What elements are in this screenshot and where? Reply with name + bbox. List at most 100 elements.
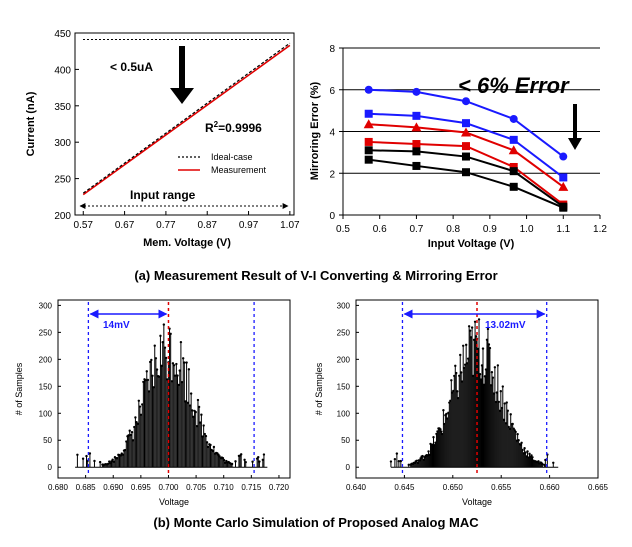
mc1-bar-tip [230, 462, 234, 466]
mc1-bar-tip [136, 422, 139, 426]
mc2-bar-tip [523, 447, 526, 450]
mc2-bar-tip [455, 371, 458, 375]
mc1-bar-tip [185, 361, 188, 364]
mc1-bar-tip [119, 454, 122, 457]
vi-xtick-label: 0.67 [115, 220, 135, 231]
mc2-bar-tip [395, 452, 399, 455]
err-point [461, 97, 470, 106]
mc2-bar-tip [399, 459, 403, 463]
err-point [509, 167, 518, 176]
mc1-lines [87, 302, 255, 476]
vi-ytick-label: 350 [54, 102, 71, 113]
vi-xtick-label: 1.07 [280, 220, 300, 231]
mc2-bar-tip [521, 448, 524, 452]
vi-xtick-label: 0.87 [197, 220, 217, 231]
err-point [363, 119, 374, 129]
mc1-bar-tip [123, 448, 127, 452]
err-xtick-label: 1.2 [593, 224, 607, 235]
mc1-xtick-label: 0.690 [103, 483, 124, 492]
err-point [364, 137, 373, 146]
mc1-bar-tip [197, 405, 201, 409]
err-point [461, 152, 470, 161]
err-error-label: < 6% Error [458, 73, 570, 98]
mc1-bar-tip [239, 453, 243, 456]
mc1-bar-tip [176, 374, 179, 377]
mc2-bar-tip [506, 409, 509, 412]
mc1-bar-tip [243, 458, 246, 462]
mc1-bar-tip [192, 415, 195, 419]
mc1-bar-tip [203, 432, 206, 436]
mc2-plot-frame [355, 299, 599, 479]
mc1-bar-tip [138, 405, 142, 408]
mc1-bar-tip [128, 429, 131, 432]
vi-ticks: 0.57 0.67 0.77 0.87 0.97 1.07 200 250 300 350 400 4… [54, 29, 300, 231]
mc2-bar-tip [454, 364, 457, 368]
mc2-bar-tip [445, 412, 448, 416]
vi-ytick-label: 400 [54, 65, 71, 76]
mc1-bar-tip [76, 453, 79, 456]
mc1-ytick-label: 250 [39, 328, 53, 337]
mc2-ytick-label: 50 [341, 436, 350, 445]
mc2-bar-tip [490, 371, 494, 374]
mc1-bar-tip [187, 368, 191, 371]
mc1-bar-tip [195, 424, 199, 428]
mc1-ytick-label: 100 [39, 409, 53, 418]
vi-plot-frame [74, 32, 295, 216]
mc1-span-label: 14mV [103, 320, 130, 331]
vi-top-label: < 0.5uA [110, 60, 153, 74]
mc1-xtick-label: 0.685 [76, 483, 97, 492]
mc1-bar-tip [125, 440, 128, 443]
mc1-bar-tip [221, 456, 225, 460]
mc2-bar-tip [415, 459, 418, 462]
mc1-bar-tip [145, 370, 148, 373]
mc1-bar-tip [116, 457, 119, 460]
mc1-bar-tip [207, 445, 210, 449]
mc1-bar-tip [244, 460, 247, 464]
mc1-bar-tip [127, 434, 130, 437]
err-point [364, 146, 373, 155]
mc1-bar-tip [141, 403, 144, 406]
mc1-bar-tip [262, 453, 266, 456]
caption-b: (b) Monte Carlo Simulation of Proposed A… [153, 515, 479, 530]
mc2-bar-tip [473, 320, 477, 323]
mc2-bar-tip [487, 343, 491, 346]
err-ytick-label: 0 [329, 211, 335, 222]
err-ytick-label: 8 [329, 44, 335, 55]
err-point [509, 182, 518, 191]
mc1-chart: 0.680 0.685 0.690 0.695 0.700 0.705 0.710 0.715… [14, 299, 291, 507]
mc1-xtick-label: 0.680 [48, 483, 69, 492]
vi-down-arrow [170, 46, 194, 104]
mc1-bar-tip [178, 369, 181, 372]
mc2-bar-tip [407, 463, 410, 467]
mc2-lines [401, 302, 548, 476]
mc1-bar-tip [111, 458, 114, 461]
err-point [461, 142, 470, 151]
mc2-bar-tip [499, 390, 503, 393]
mc2-xtick-label: 0.660 [540, 483, 561, 492]
err-point [364, 109, 373, 118]
mc2-ylabel: # of Samples [314, 362, 324, 415]
mc1-bar-tip [234, 460, 237, 463]
mc2-bar-tip [497, 400, 501, 404]
mc2-bar-tip [516, 432, 519, 436]
err-series [363, 85, 569, 212]
vi-legend: Ideal-case Measurement [178, 152, 267, 175]
mc1-bar-tip [188, 404, 192, 407]
mc1-bar-tip [183, 361, 186, 364]
vi-ytick-label: 200 [54, 211, 71, 222]
vi-ideal-line [82, 42, 291, 194]
mc2-bar-tip [488, 346, 492, 350]
mc2-xtick-label: 0.645 [394, 483, 415, 492]
err-xtick-label: 1.1 [556, 224, 570, 235]
mc2-bar-tip [442, 408, 445, 412]
mc1-bar-tip [261, 458, 265, 462]
err-chart: 0.5 0.6 0.7 0.8 0.9 1.0 1.1 1.2 0 2 4 6 8 < 6% Error… [309, 44, 607, 250]
err-point [364, 155, 373, 164]
err-xtick-label: 0.9 [483, 224, 497, 235]
mc2-bar-tip [511, 422, 514, 426]
err-ytick-label: 6 [329, 86, 335, 97]
err-down-arrow [568, 104, 582, 150]
mc1-bar-tip [93, 459, 96, 463]
mc1-bar-tip [133, 425, 136, 429]
mc1-bar-tip [205, 441, 209, 444]
